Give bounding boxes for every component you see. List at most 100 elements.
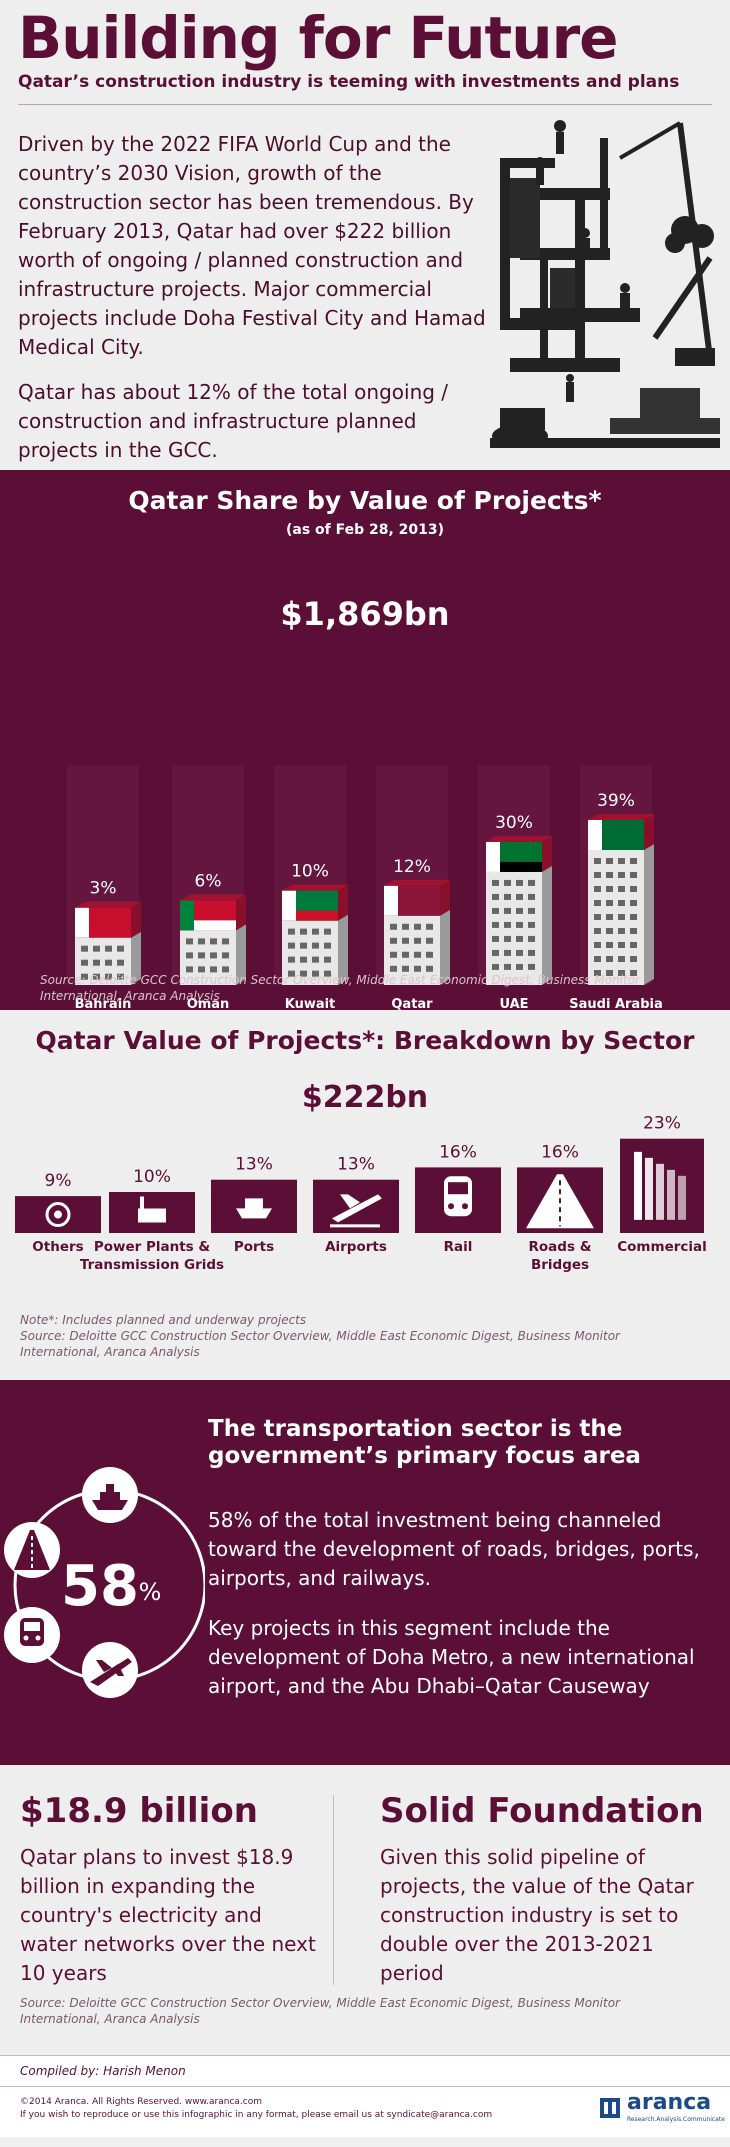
sector-category-label: Bridges <box>531 1257 589 1273</box>
share-value-label: 6% <box>195 871 222 891</box>
building-window <box>312 928 319 935</box>
building-window <box>324 928 331 935</box>
building-window <box>324 956 331 963</box>
intro-paragraph-2: Qatar has about 12% of the total ongoing… <box>18 380 449 462</box>
vertical-divider <box>333 1795 334 1985</box>
building-window <box>492 935 499 942</box>
compiled-by: Compiled by: Harish Menon <box>20 2064 186 2078</box>
sector-note: Note*: Includes planned and underway pro… <box>20 1313 307 1327</box>
building-side <box>338 914 348 985</box>
building-window <box>504 935 511 942</box>
building-window <box>516 907 523 914</box>
building-window <box>528 949 535 956</box>
sector-value-label: 10% <box>133 1167 171 1187</box>
building-window <box>492 963 499 970</box>
building-window <box>186 938 193 945</box>
intro-paragraph: Driven by the 2022 FIFA World Cup and th… <box>18 132 486 359</box>
building-window <box>426 937 433 944</box>
flag-side <box>131 901 141 938</box>
share-value-label: 3% <box>90 879 117 899</box>
building-window <box>618 872 625 878</box>
road-icon <box>526 1174 594 1229</box>
building-window <box>402 951 409 958</box>
building-window <box>81 959 88 966</box>
sector-title: Qatar Value of Projects*: Breakdown by S… <box>35 1026 695 1055</box>
flag-side <box>236 894 246 931</box>
flag-side <box>542 835 552 872</box>
building-window <box>117 945 124 952</box>
divider <box>18 104 712 105</box>
flag-stripe <box>75 907 89 938</box>
building-window <box>606 858 613 864</box>
building-window <box>312 942 319 949</box>
building-window <box>105 959 112 966</box>
transport-title: The transportation sector is the governm… <box>208 1416 641 1469</box>
building-window <box>186 952 193 959</box>
transport-paragraph-1: 58% of the total investment being channe… <box>208 1508 700 1590</box>
bottom-section: $18.9 billion Qatar plans to invest $18.… <box>0 1765 730 2055</box>
sector-category-label: Power Plants & <box>94 1239 211 1255</box>
building-window <box>528 935 535 942</box>
building-window <box>390 951 397 958</box>
share-category-label: Oman <box>187 997 230 1012</box>
sector-value-label: 13% <box>337 1155 375 1175</box>
building-window <box>117 959 124 966</box>
flag-top <box>282 884 348 891</box>
building-window <box>390 965 397 972</box>
building-window <box>618 886 625 892</box>
share-source: Source: Deloitte GCC Construction Sector… <box>40 973 640 1003</box>
building-window <box>117 973 124 980</box>
road-icon <box>4 1522 60 1578</box>
share-category-label: Kuwait <box>285 997 336 1012</box>
building-window <box>492 921 499 928</box>
copyright: ©2014 Aranca. All Rights Reserved. www.a… <box>20 2096 492 2122</box>
flag-stripe <box>180 900 194 931</box>
building-window <box>198 938 205 945</box>
ship-icon <box>82 1467 138 1523</box>
share-subtitle: (as of Feb 28, 2013) <box>285 522 445 538</box>
building-window <box>630 886 637 892</box>
sector-value-label: 9% <box>45 1171 72 1191</box>
sector-category-label: Transmission Grids <box>80 1257 224 1273</box>
building-window <box>93 973 100 980</box>
building-window <box>594 914 601 920</box>
building-window <box>630 872 637 878</box>
building-window <box>516 963 523 970</box>
building-side <box>440 909 450 985</box>
building-window <box>618 900 625 906</box>
building-window <box>504 879 511 886</box>
building-window <box>528 893 535 900</box>
building-window <box>528 879 535 886</box>
building-window <box>414 937 421 944</box>
building-window <box>630 900 637 906</box>
flag-stripe <box>486 841 500 872</box>
building-window <box>288 970 295 977</box>
building-window <box>390 923 397 930</box>
building-window <box>594 928 601 934</box>
sector-chart: 9% Others 10% Power Plants & Transmission Gr… <box>15 1114 707 1273</box>
building-window <box>630 914 637 920</box>
building-window <box>504 907 511 914</box>
building-window <box>618 956 625 962</box>
building-window <box>426 923 433 930</box>
copyright-line-1: ©2014 Aranca. All Rights Reserved. www.a… <box>20 2097 263 2107</box>
building-window <box>606 956 613 962</box>
transport-paragraph-2: Key projects in this segment include the… <box>208 1616 695 1698</box>
share-category-label: Bahrain <box>75 997 132 1012</box>
share-section: Qatar Share by Value of Projects* (as of… <box>0 470 730 1030</box>
building-side <box>644 844 654 985</box>
building-side <box>131 931 141 985</box>
building-window <box>618 914 625 920</box>
building-window <box>504 963 511 970</box>
gear-icon <box>45 1202 71 1228</box>
construction-illustration <box>490 120 720 448</box>
building-window <box>81 945 88 952</box>
share-category-label: Saudi Arabia <box>569 997 662 1012</box>
building-window <box>81 973 88 980</box>
building-window <box>324 970 331 977</box>
building-window <box>594 858 601 864</box>
building-window <box>618 928 625 934</box>
train-icon <box>444 1176 472 1217</box>
sector-value-label: 16% <box>541 1142 579 1162</box>
big-unit: % <box>139 1578 162 1606</box>
